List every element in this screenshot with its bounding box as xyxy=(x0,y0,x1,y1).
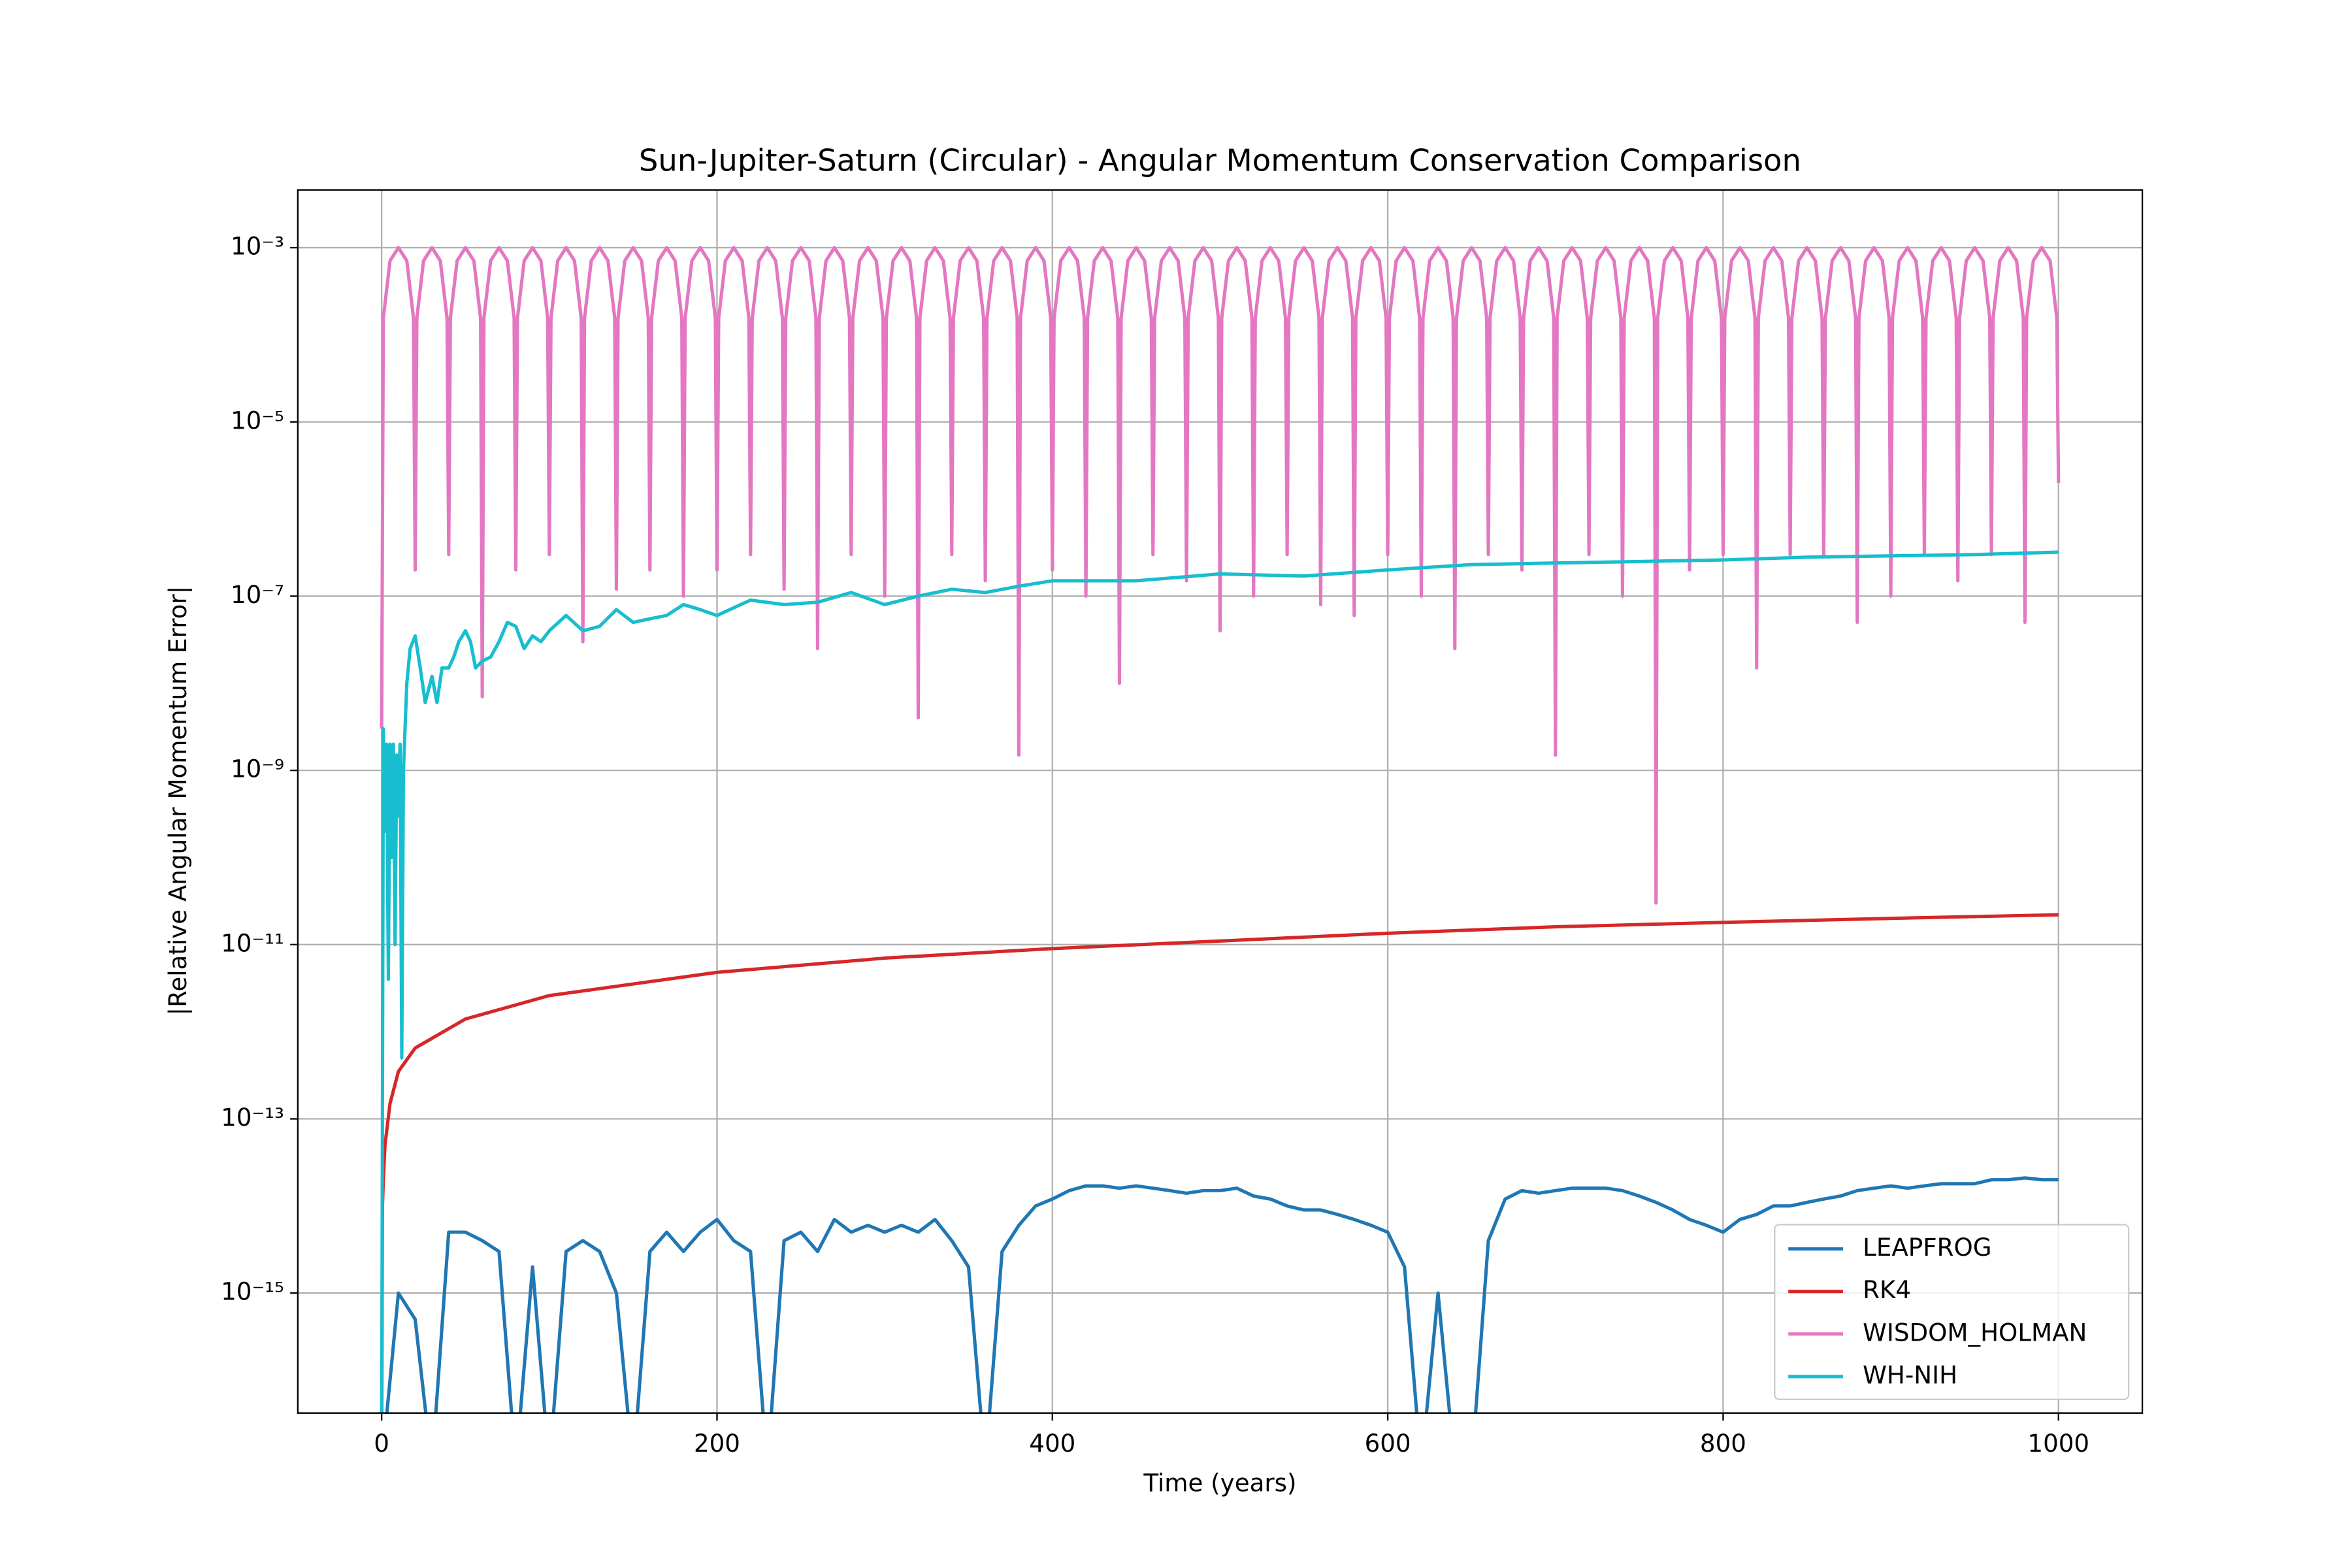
x-tick-label: 1000 xyxy=(2027,1429,2089,1458)
y-tick-label: 10⁻⁷ xyxy=(231,580,284,609)
y-tick-label: 10⁻³ xyxy=(231,232,284,261)
x-tick-label: 600 xyxy=(1365,1429,1411,1458)
x-tick-label: 400 xyxy=(1029,1429,1075,1458)
y-tick-label: 10⁻⁹ xyxy=(231,755,284,783)
x-tick-label: 0 xyxy=(374,1429,389,1458)
y-tick-label: 10⁻¹⁵ xyxy=(221,1277,284,1306)
y-tick-label: 10⁻¹¹ xyxy=(221,928,284,957)
series-line xyxy=(385,1176,2059,1413)
y-tick-label: 10⁻⁵ xyxy=(231,406,284,434)
plot-lines xyxy=(380,246,2061,1413)
series-line xyxy=(380,913,2059,1413)
legend-label: LEAPFROG xyxy=(1863,1233,1991,1262)
legend-label: RK4 xyxy=(1863,1275,1911,1304)
series-line xyxy=(380,246,2061,905)
legend-label: WISDOM_HOLMAN xyxy=(1863,1318,2087,1347)
series-line xyxy=(380,550,2059,1413)
y-tick-label: 10⁻¹³ xyxy=(221,1103,284,1132)
x-tick-label: 800 xyxy=(1700,1429,1746,1458)
legend-box xyxy=(1774,1224,2130,1401)
y-axis-label: |Relative Angular Momentum Error| xyxy=(163,586,193,1016)
x-axis-label: Time (years) xyxy=(1143,1469,1296,1497)
legend-label: WH-NIH xyxy=(1863,1360,1957,1389)
x-tick-label: 200 xyxy=(694,1429,740,1458)
chart-title: Sun-Jupiter-Saturn (Circular) - Angular … xyxy=(639,142,1801,178)
plot-frame xyxy=(297,189,2144,1414)
